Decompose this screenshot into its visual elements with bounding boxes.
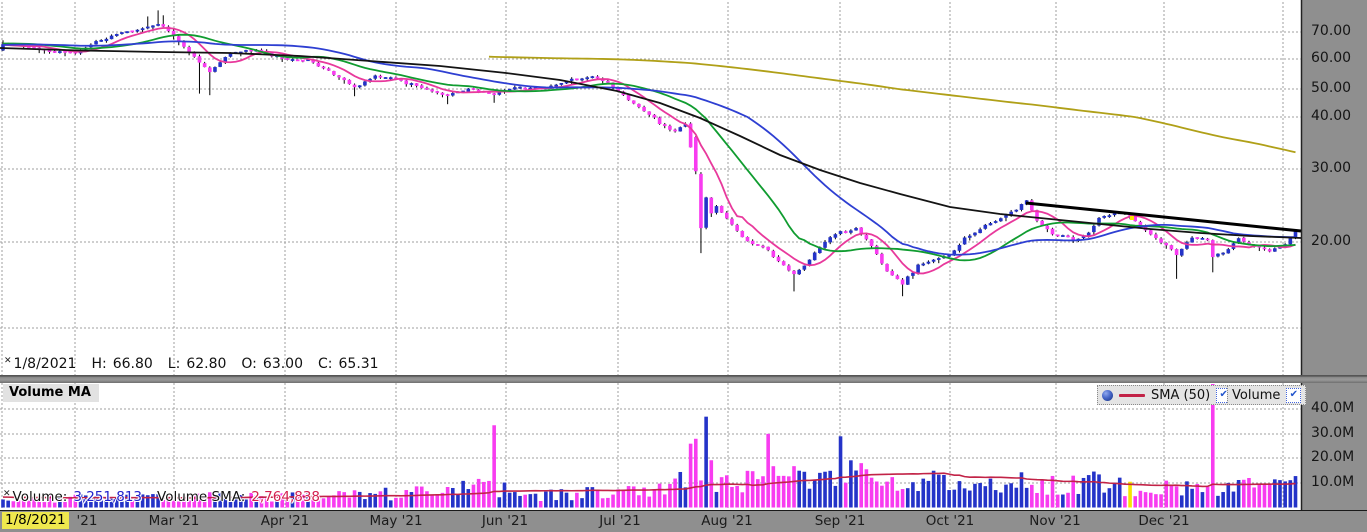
price-tick-label: 70.00	[1311, 23, 1352, 39]
price-tick-label: 20.00	[1311, 233, 1352, 249]
volume-tick-label: 30.0M	[1311, 425, 1355, 441]
month-label: Jul '21	[599, 513, 641, 529]
close-icon[interactable]: ✕	[3, 489, 11, 499]
month-label: Nov '21	[1029, 513, 1081, 529]
legend-volume-chip[interactable]: Volume ✔	[1227, 385, 1307, 405]
drawn-trendline[interactable]	[1025, 201, 1302, 233]
info-date: 1/8/2021	[13, 356, 77, 372]
low-label: L:	[167, 356, 181, 372]
long-ma-line	[488, 55, 1296, 154]
month-label: Oct '21	[925, 513, 975, 529]
date-axis[interactable]: 1/8/2021 '21 Mar '21 Apr '21 May '21 Jun '21…	[0, 510, 1367, 532]
marker-dot[interactable]	[1130, 216, 1134, 220]
legend-sma-label: SMA (50)	[1151, 387, 1211, 403]
slower-ma-line	[0, 47, 1301, 239]
volume-label: Volume:	[12, 489, 68, 505]
volume-info-line: ✕ Volume: 3,251,813 Volume SMA: 2,764,83…	[3, 489, 335, 505]
globe-icon[interactable]	[1102, 389, 1113, 401]
legend-volume-label: Volume	[1232, 387, 1281, 403]
price-tick-label: 40.00	[1311, 108, 1352, 124]
slow-ma-line	[2, 40, 1296, 256]
volume-checkbox[interactable]: ✔	[1286, 387, 1302, 403]
volume-sma-line	[2, 472, 1296, 499]
month-label: Jun '21	[481, 513, 529, 529]
price-info-line: ✕ 1/8/2021 H: 66.80 L: 62.80 O: 63.00 C:…	[4, 356, 394, 372]
open-label: O:	[241, 356, 257, 372]
volume-tick-label: 40.0M	[1311, 400, 1355, 416]
low-value: 62.80	[186, 356, 227, 372]
price-tick-label: 50.00	[1311, 80, 1352, 96]
price-tick-label: 30.00	[1311, 160, 1352, 176]
month-label: Sep '21	[814, 513, 866, 529]
volume-sma-value: 2,764,838	[251, 489, 321, 505]
sma-line-swatch	[1119, 393, 1145, 397]
month-label: May '21	[369, 513, 423, 529]
close-value: 65.31	[338, 356, 379, 372]
month-label: Dec '21	[1138, 513, 1190, 529]
close-label: C:	[318, 356, 333, 372]
open-value: 63.00	[262, 356, 303, 372]
high-value: 66.80	[112, 356, 153, 372]
month-label: Apr '21	[260, 513, 310, 529]
month-label: Aug '21	[701, 513, 753, 529]
axis-panel-bg	[1302, 0, 1367, 510]
volume-tick-label: 20.0M	[1311, 449, 1355, 465]
month-label: Mar '21	[148, 513, 200, 529]
volume-bars	[1, 384, 1298, 508]
month-label: '21	[76, 513, 98, 529]
legend-sma-chip[interactable]: SMA (50) ✔	[1097, 385, 1237, 405]
price-tick-label: 60.00	[1311, 50, 1352, 66]
volume-value: 3,251,813	[73, 489, 143, 505]
volume-tick-label: 10.0M	[1311, 474, 1355, 490]
volume-sma-label: Volume SMA:	[157, 489, 246, 505]
volume-ma-title[interactable]: Volume MA	[3, 384, 99, 402]
pane-divider[interactable]	[0, 375, 1367, 383]
high-label: H:	[91, 356, 107, 372]
fast-ma-line	[2, 27, 1296, 275]
date-highlight-badge: 1/8/2021	[2, 512, 69, 529]
close-icon[interactable]: ✕	[4, 356, 12, 366]
